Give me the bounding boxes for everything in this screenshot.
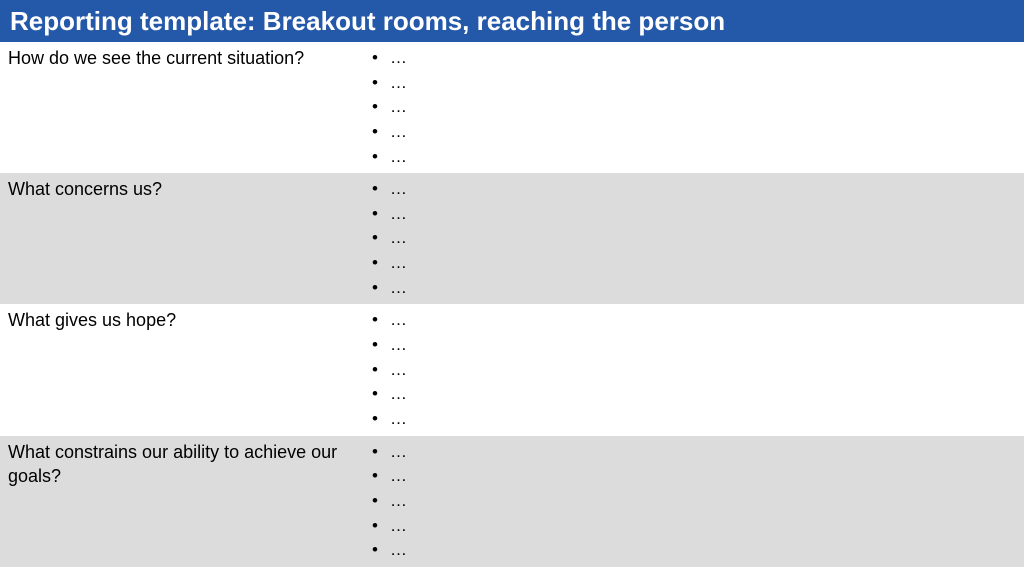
bullet-item: … (372, 95, 1016, 120)
question-text: What constrains our ability to achieve o… (8, 442, 337, 486)
slide-title: Reporting template: Breakout rooms, reac… (10, 6, 725, 36)
question-text: How do we see the current situation? (8, 48, 304, 68)
bullet-item: … (372, 489, 1016, 514)
bullet-item: … (372, 538, 1016, 563)
table-row: What constrains our ability to achieve o… (0, 436, 1024, 567)
bullet-item: … (372, 202, 1016, 227)
bullet-list: … … … … … (352, 46, 1016, 169)
table-row: How do we see the current situation? … …… (0, 42, 1024, 173)
slide-header: Reporting template: Breakout rooms, reac… (0, 0, 1024, 42)
template-table: How do we see the current situation? … …… (0, 42, 1024, 567)
bullet-list: … … … … … (352, 440, 1016, 563)
bullets-cell: … … … … … (352, 304, 1024, 435)
bullet-item: … (372, 120, 1016, 145)
bullet-item: … (372, 46, 1016, 71)
bullet-item: … (372, 145, 1016, 170)
bullet-list: … … … … … (352, 308, 1016, 431)
bullet-item: … (372, 382, 1016, 407)
bullets-cell: … … … … … (352, 173, 1024, 304)
bullet-item: … (372, 251, 1016, 276)
question-cell: What gives us hope? (0, 304, 352, 435)
question-cell: What constrains our ability to achieve o… (0, 436, 352, 567)
bullet-item: … (372, 440, 1016, 465)
bullet-item: … (372, 333, 1016, 358)
question-cell: How do we see the current situation? (0, 42, 352, 173)
bullet-list: … … … … … (352, 177, 1016, 300)
question-text: What gives us hope? (8, 310, 176, 330)
bullet-item: … (372, 358, 1016, 383)
bullets-cell: … … … … … (352, 436, 1024, 567)
question-cell: What concerns us? (0, 173, 352, 304)
bullet-item: … (372, 226, 1016, 251)
bullets-cell: … … … … … (352, 42, 1024, 173)
bullet-item: … (372, 514, 1016, 539)
bullet-item: … (372, 407, 1016, 432)
bullet-item: … (372, 177, 1016, 202)
bullet-item: … (372, 276, 1016, 301)
bullet-item: … (372, 464, 1016, 489)
bullet-item: … (372, 71, 1016, 96)
table-row: What concerns us? … … … … … (0, 173, 1024, 304)
table-row: What gives us hope? … … … … … (0, 304, 1024, 435)
question-text: What concerns us? (8, 179, 162, 199)
bullet-item: … (372, 308, 1016, 333)
